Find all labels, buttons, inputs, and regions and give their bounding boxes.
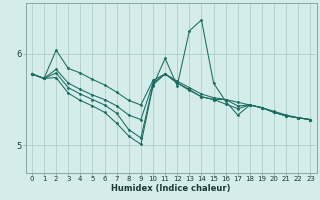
X-axis label: Humidex (Indice chaleur): Humidex (Indice chaleur) — [111, 184, 231, 193]
